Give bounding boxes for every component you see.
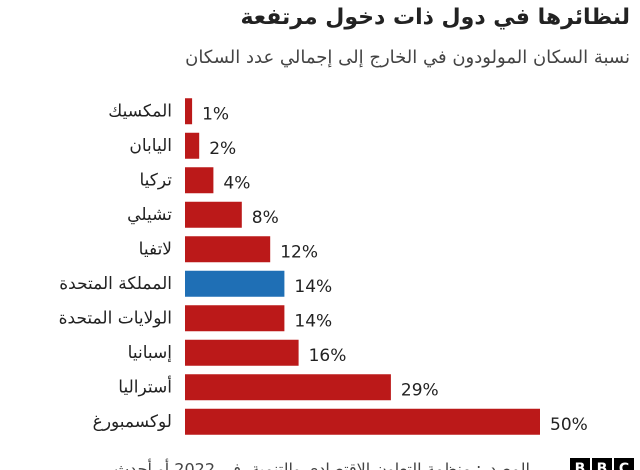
bar: [185, 374, 391, 401]
logo-box: [614, 458, 634, 470]
bar: [185, 236, 271, 263]
category-label: إسبانيا: [128, 343, 172, 363]
bar: [185, 167, 214, 194]
category-label: لاتفيا: [139, 239, 172, 259]
chart-title: لنظائرها في دول ذات دخول مرتفعة: [240, 5, 630, 30]
logo-letter: B: [575, 461, 586, 470]
bar: [185, 339, 299, 366]
chart-subtitle: نسبة السكان المولودون في الخارج إلى إجما…: [185, 47, 630, 68]
bar: [185, 305, 285, 332]
category-label: أستراليا: [118, 375, 172, 397]
bar: [185, 98, 193, 125]
category-label: تركيا: [139, 170, 172, 190]
logo-box: [570, 458, 590, 470]
category-label: تشيلي: [127, 205, 172, 225]
category-label: المكسيك: [108, 101, 172, 121]
category-label: الولايات المتحدة: [59, 308, 172, 328]
category-label: اليابان: [129, 136, 172, 156]
value-label: 12%: [280, 242, 318, 262]
bar: [185, 408, 540, 435]
value-label: 1%: [202, 104, 229, 124]
bar: [185, 270, 285, 297]
logo-box: [592, 458, 612, 470]
value-label: 2%: [209, 139, 236, 159]
category-label: المملكة المتحدة: [59, 274, 172, 294]
logo-letter: C: [619, 461, 629, 470]
value-label: 29%: [401, 380, 439, 400]
value-label: 14%: [294, 311, 332, 331]
value-label: 14%: [294, 277, 332, 297]
source: المصدر: منظمة التعاون الاقتصادي والتنمية…: [114, 459, 530, 470]
value-label: 50%: [550, 415, 588, 435]
value-label: 16%: [309, 346, 347, 366]
bar: [185, 201, 242, 228]
value-label: 4%: [223, 173, 250, 193]
value-label: 8%: [252, 208, 279, 228]
logo-letter: B: [597, 461, 608, 470]
bar: [185, 132, 200, 159]
category-label: لوكسمبورغ: [93, 412, 172, 432]
